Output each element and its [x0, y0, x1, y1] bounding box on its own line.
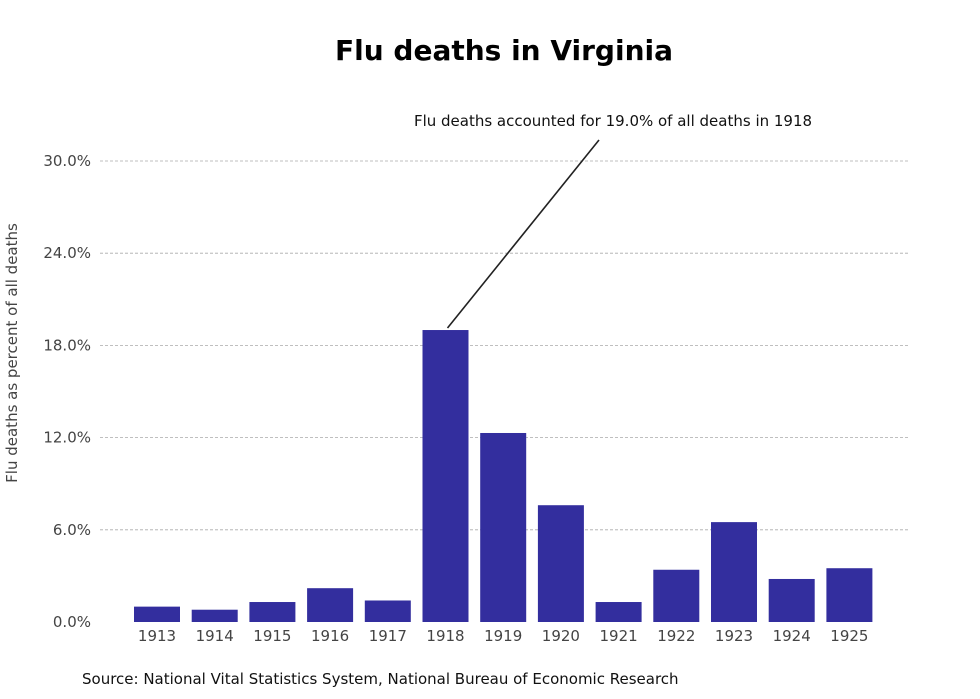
x-tick-label: 1920 [542, 627, 580, 645]
x-tick-label: 1919 [484, 627, 522, 645]
gridlines [100, 160, 910, 531]
bar-1916 [307, 588, 354, 622]
annotation-text: Flu deaths accounted for 19.0% of all de… [414, 112, 812, 130]
bar-1924 [768, 578, 815, 622]
x-tick-label: 1917 [369, 627, 407, 645]
y-axis-label: Flu deaths as percent of all deaths [3, 223, 21, 483]
bar-1917 [364, 600, 411, 622]
y-tick-labels: 0.0% 6.0% 12.0% 18.0% 24.0% 30.0% [43, 152, 91, 631]
source-note: Source: National Vital Statistics System… [82, 670, 679, 688]
x-tick-label: 1913 [138, 627, 176, 645]
x-tick-label: 1921 [600, 627, 638, 645]
bar-1921 [595, 602, 642, 622]
y-tick-label: 24.0% [43, 244, 91, 262]
annotation-arrow [446, 139, 600, 329]
x-tick-label: 1923 [715, 627, 753, 645]
bar-1914 [191, 609, 238, 622]
x-tick-label: 1922 [657, 627, 695, 645]
y-tick-label: 30.0% [43, 152, 91, 170]
bar-1913 [134, 606, 180, 622]
y-tick-label: 6.0% [53, 521, 91, 539]
bar-1925 [826, 568, 873, 622]
x-tick-label: 1918 [426, 627, 464, 645]
bar-1918 [422, 330, 469, 622]
bar-1922 [653, 569, 700, 622]
y-tick-label: 0.0% [53, 613, 91, 631]
bar-1923 [711, 522, 757, 622]
y-tick-label: 12.0% [43, 429, 91, 447]
bars [134, 330, 873, 622]
chart-title: Flu deaths in Virginia [335, 34, 673, 67]
x-tick-label: 1914 [196, 627, 234, 645]
bar-1915 [249, 602, 296, 622]
x-tick-label: 1915 [253, 627, 291, 645]
y-tick-label: 18.0% [43, 336, 91, 354]
bar-1920 [537, 505, 584, 622]
x-tick-label: 1925 [830, 627, 868, 645]
x-tick-label: 1924 [773, 627, 811, 645]
x-tick-labels: 1913 1914 1915 1916 1917 1918 1919 1920 1921 1922… [138, 627, 869, 645]
bar-1919 [480, 432, 527, 622]
x-tick-label: 1916 [311, 627, 349, 645]
